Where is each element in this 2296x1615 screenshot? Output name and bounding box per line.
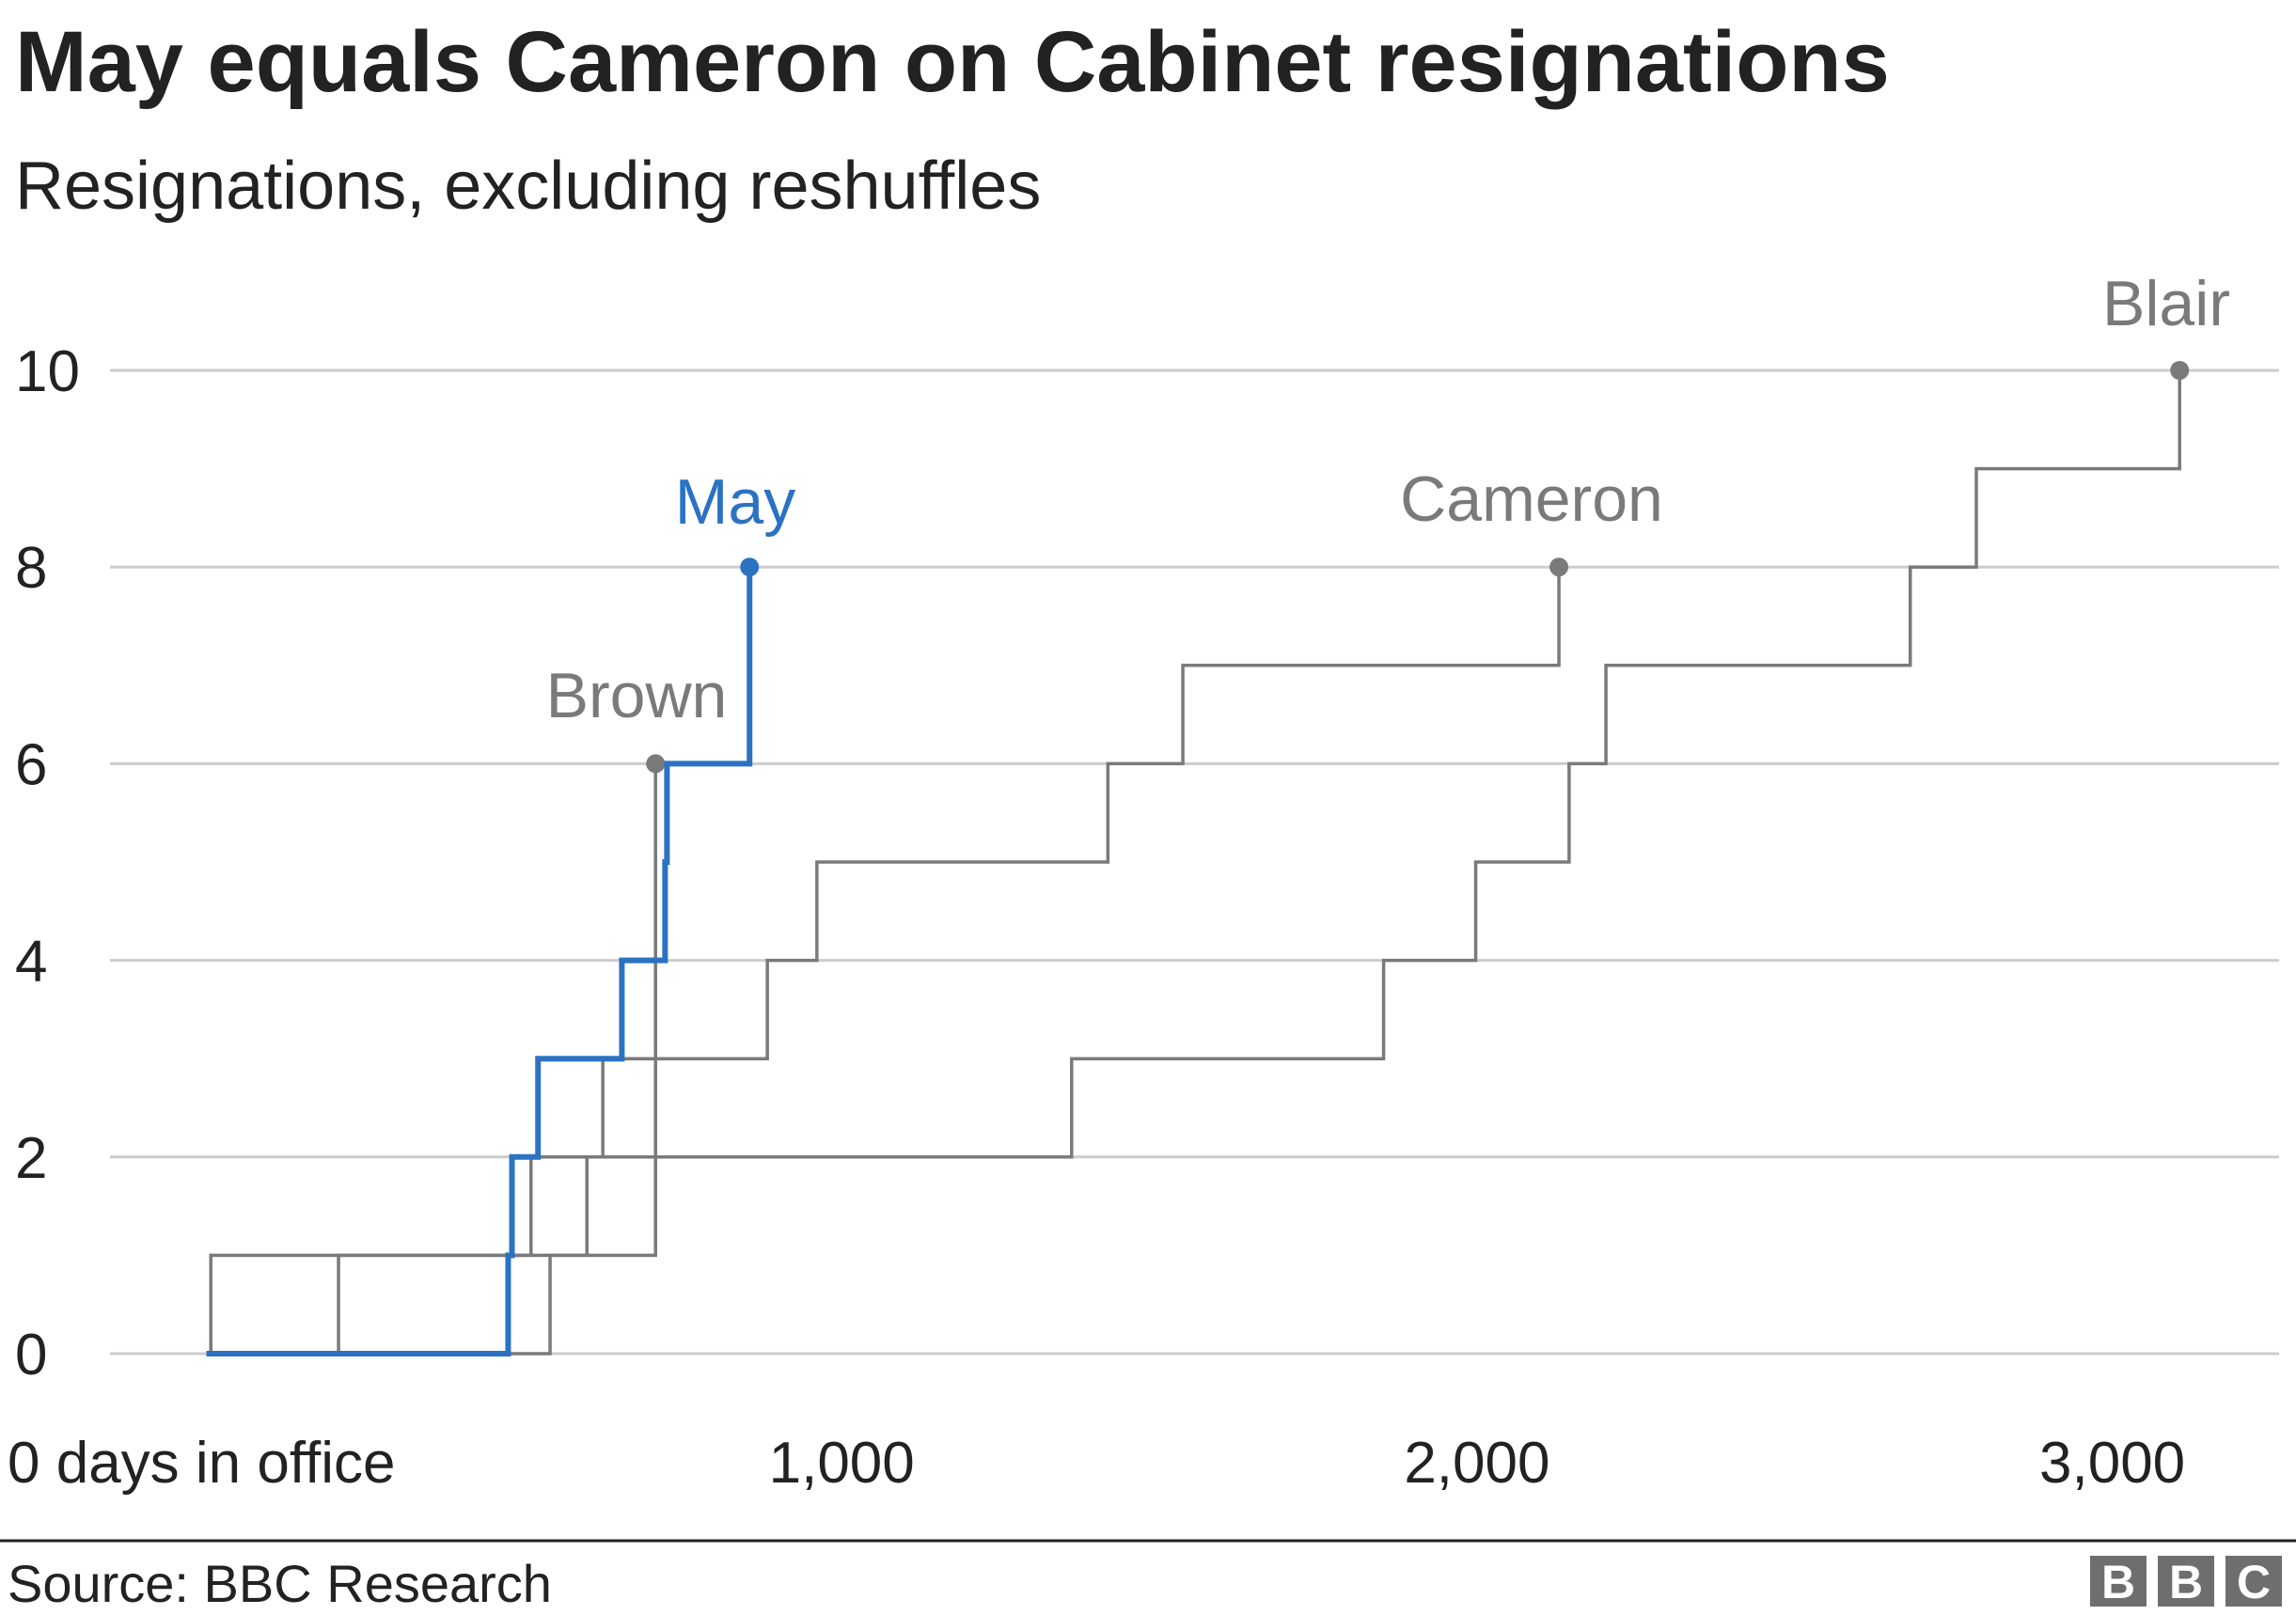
y-tick-label: 10 — [15, 339, 80, 404]
bbc-logo: B B C — [2090, 1556, 2282, 1608]
series-label-cameron: Cameron — [1400, 463, 1663, 535]
x-tick-label: 3,000 — [2039, 1431, 2185, 1496]
y-tick-label: 4 — [15, 930, 47, 995]
series-end-marker-blair — [2170, 361, 2190, 380]
chart-title: May equals Cameron on Cabinet resignatio… — [15, 14, 1890, 110]
y-tick-label: 2 — [15, 1126, 47, 1191]
x-tick-label: 2,000 — [1404, 1431, 1549, 1496]
series-line-may — [206, 567, 753, 1356]
chart-subtitle: Resignations, excluding reshuffles — [15, 149, 1041, 224]
source-note: Source: BBC Research — [8, 1554, 552, 1613]
series-end-marker-brown — [646, 754, 666, 774]
series-end-marker-cameron — [1549, 557, 1569, 577]
x-tick-label: 1,000 — [769, 1431, 915, 1496]
x-tick-label: 0 days in office — [8, 1431, 395, 1496]
series-line-blair — [206, 370, 2181, 1356]
svg-text:C: C — [2237, 1556, 2271, 1608]
y-tick-label: 6 — [15, 732, 47, 797]
svg-text:B: B — [2169, 1556, 2203, 1608]
svg-text:B: B — [2101, 1556, 2135, 1608]
y-tick-label: 0 — [15, 1323, 47, 1388]
series-end-marker-may — [740, 557, 760, 577]
series-label-blair: Blair — [2102, 268, 2230, 339]
series-label-brown: Brown — [546, 660, 728, 731]
y-tick-label: 8 — [15, 536, 47, 601]
series-line-cameron — [206, 567, 1561, 1356]
series-label-may: May — [675, 466, 795, 538]
